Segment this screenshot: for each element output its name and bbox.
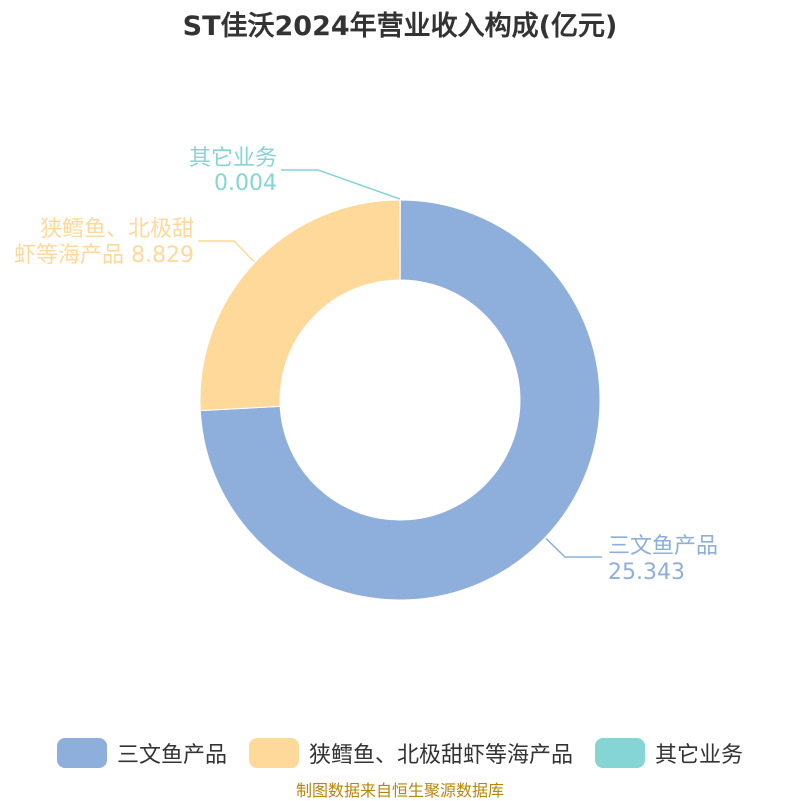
chart-title: ST佳沃2024年营业收入构成(亿元) (182, 11, 618, 42)
slice-label-2: 狭鳕鱼、北极甜 (40, 217, 194, 242)
legend-item-1[interactable]: 三文鱼产品 (56, 737, 227, 769)
legend-swatch-3 (595, 738, 645, 768)
leader-line-1 (545, 537, 602, 558)
data-source-note: 制图数据来自恒生聚源数据库 (295, 781, 504, 800)
pie-slice-3[interactable] (399, 199, 401, 281)
legend-item-2[interactable]: 狭鳕鱼、北极甜虾等海产品 (248, 737, 573, 769)
slice-value-label-3: 0.004 (214, 171, 277, 196)
legend-label-2: 狭鳕鱼、北极甜虾等海产品 (308, 743, 573, 768)
legend-swatch-2 (248, 738, 299, 768)
legend-item-3[interactable]: 其它业务 (595, 737, 743, 769)
slice-label-3: 其它业务 (189, 146, 277, 171)
legend-label-3: 其它业务 (655, 743, 744, 768)
leader-line-2 (198, 240, 255, 263)
legend-label-1: 三文鱼产品 (116, 743, 227, 768)
slice-label-1: 三文鱼产品 (608, 534, 718, 559)
pie-slice-1[interactable] (199, 199, 601, 601)
slices-group (199, 199, 601, 601)
leader-line-3 (281, 169, 401, 200)
legend-swatch-1 (56, 738, 107, 768)
slice-value-label-1: 25.343 (608, 560, 685, 585)
legend: 三文鱼产品 狭鳕鱼、北极甜虾等海产品 其它业务 (0, 737, 800, 769)
pie-slice-2[interactable] (199, 199, 401, 412)
slice-value-label-2: 虾等海产品 8.829 (14, 243, 194, 268)
